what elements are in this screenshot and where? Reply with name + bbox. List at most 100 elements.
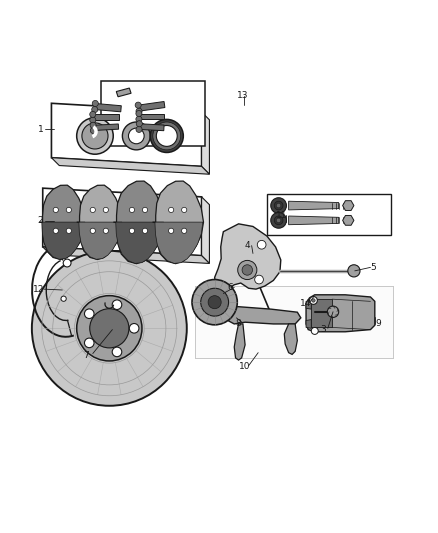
Circle shape xyxy=(208,296,221,309)
Polygon shape xyxy=(343,200,354,211)
Text: 2: 2 xyxy=(38,216,43,225)
Circle shape xyxy=(53,207,58,213)
Circle shape xyxy=(122,122,150,150)
Circle shape xyxy=(242,265,253,275)
Circle shape xyxy=(112,347,122,357)
Circle shape xyxy=(169,207,174,213)
Polygon shape xyxy=(215,224,281,289)
Circle shape xyxy=(77,296,142,361)
Circle shape xyxy=(136,108,142,114)
Circle shape xyxy=(311,327,318,334)
Bar xyxy=(267,194,391,235)
Polygon shape xyxy=(201,112,209,174)
Text: 5: 5 xyxy=(371,263,376,272)
Circle shape xyxy=(90,228,95,233)
Circle shape xyxy=(90,127,96,134)
Polygon shape xyxy=(234,324,245,360)
Text: 10: 10 xyxy=(239,362,251,371)
Polygon shape xyxy=(59,111,209,174)
Circle shape xyxy=(129,324,139,333)
Circle shape xyxy=(103,207,109,213)
Circle shape xyxy=(85,309,94,319)
Circle shape xyxy=(276,218,281,223)
Circle shape xyxy=(128,128,144,144)
Polygon shape xyxy=(117,181,164,264)
Circle shape xyxy=(129,228,134,233)
Circle shape xyxy=(77,118,113,154)
Circle shape xyxy=(53,228,58,233)
Polygon shape xyxy=(289,201,339,210)
Circle shape xyxy=(192,279,237,325)
Text: 13: 13 xyxy=(237,91,249,100)
Circle shape xyxy=(156,125,177,147)
Circle shape xyxy=(82,123,108,149)
Circle shape xyxy=(274,216,283,225)
Circle shape xyxy=(274,201,283,210)
Polygon shape xyxy=(306,320,311,328)
Circle shape xyxy=(348,265,360,277)
Circle shape xyxy=(90,111,96,117)
Polygon shape xyxy=(152,222,203,263)
Polygon shape xyxy=(77,222,122,259)
Circle shape xyxy=(32,251,187,406)
Circle shape xyxy=(310,296,318,304)
Text: 9: 9 xyxy=(375,319,381,328)
Circle shape xyxy=(201,288,229,316)
Text: 8: 8 xyxy=(236,319,241,328)
Circle shape xyxy=(90,117,96,123)
Circle shape xyxy=(103,228,109,233)
Circle shape xyxy=(136,126,142,133)
Text: 4: 4 xyxy=(244,241,250,250)
Bar xyxy=(101,81,205,146)
Polygon shape xyxy=(306,295,375,332)
Polygon shape xyxy=(229,306,301,324)
Circle shape xyxy=(142,207,148,213)
Circle shape xyxy=(327,306,339,318)
Circle shape xyxy=(92,100,98,107)
Circle shape xyxy=(276,204,281,208)
Circle shape xyxy=(136,116,142,122)
Polygon shape xyxy=(138,101,165,111)
Circle shape xyxy=(90,309,129,348)
Circle shape xyxy=(150,119,184,152)
Polygon shape xyxy=(201,197,209,263)
Polygon shape xyxy=(311,299,332,327)
Polygon shape xyxy=(42,185,85,260)
Circle shape xyxy=(63,259,71,267)
Circle shape xyxy=(271,213,286,228)
Polygon shape xyxy=(95,103,121,112)
Circle shape xyxy=(169,228,174,233)
Polygon shape xyxy=(43,247,209,263)
Polygon shape xyxy=(195,286,393,358)
Polygon shape xyxy=(284,324,297,354)
Circle shape xyxy=(66,228,71,233)
Polygon shape xyxy=(51,158,209,174)
Circle shape xyxy=(85,338,94,348)
Polygon shape xyxy=(139,114,164,119)
Polygon shape xyxy=(51,103,201,166)
Text: 11: 11 xyxy=(276,211,288,220)
Polygon shape xyxy=(93,124,119,131)
Text: 7: 7 xyxy=(83,351,89,360)
Circle shape xyxy=(257,240,266,249)
Circle shape xyxy=(135,102,141,108)
Polygon shape xyxy=(113,222,164,263)
Polygon shape xyxy=(155,181,204,264)
Circle shape xyxy=(153,122,181,150)
Text: 3: 3 xyxy=(321,325,326,334)
Circle shape xyxy=(90,207,95,213)
Circle shape xyxy=(271,198,286,213)
Polygon shape xyxy=(139,124,164,131)
Circle shape xyxy=(136,120,142,127)
Circle shape xyxy=(66,207,71,213)
Circle shape xyxy=(61,296,66,301)
Polygon shape xyxy=(343,215,354,225)
Polygon shape xyxy=(43,188,201,256)
Circle shape xyxy=(92,107,98,112)
Circle shape xyxy=(90,122,96,128)
Circle shape xyxy=(312,298,315,302)
Text: 12: 12 xyxy=(33,285,44,294)
Polygon shape xyxy=(289,216,339,225)
Text: 1: 1 xyxy=(38,125,43,134)
Circle shape xyxy=(254,275,263,284)
